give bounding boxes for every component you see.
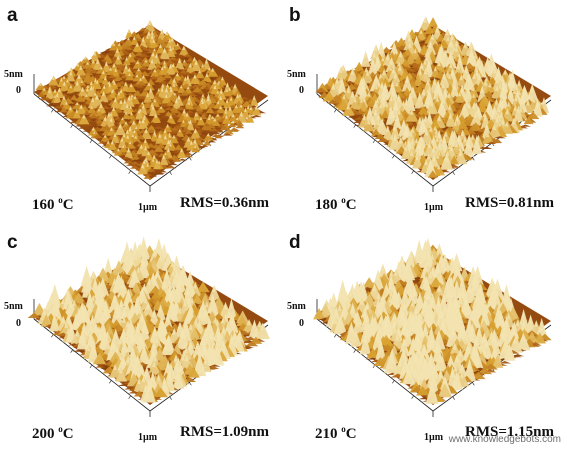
rms-label: RMS=0.81nm [465,195,554,211]
z-axis-zero-label: 0 [299,318,304,329]
temperature-label: 180 oC [315,195,357,213]
xy-axis-label: 1µm [424,432,444,443]
temperature-label: 210 oC [315,424,357,442]
afm-surface-b [315,16,552,192]
z-axis-zero-label: 0 [16,85,21,96]
panel-a: a 5nm 0 1µm 160 oC RMS=0.36nm [0,0,283,224]
panel-letter: d [289,232,301,253]
xy-axis-label: 1µm [424,202,444,213]
panel-letter: b [289,5,301,26]
temperature-label: 200 oC [32,424,74,442]
panel-d: d 5nm 0 1µm 210 oC RMS=1.15nm [283,225,566,449]
z-axis-top-label: 5nm [287,69,306,80]
z-axis-top-label: 5nm [4,301,23,312]
panel-letter: c [7,232,18,253]
z-axis-zero-label: 0 [299,85,304,96]
afm-surface-a [33,20,269,192]
rms-label: RMS=1.15nm [465,424,554,440]
z-axis-top-label: 5nm [287,301,306,312]
z-axis-top-label: 5nm [4,69,23,80]
rms-label: RMS=0.36nm [180,195,269,211]
panel-c: c 5nm 0 1µm 200 oC RMS=1.09nm [0,225,283,449]
watermark: www.knowledgebots.com [448,434,561,445]
xy-axis-label: 1µm [138,202,158,213]
afm-surface-d [313,237,552,417]
z-axis-zero-label: 0 [16,318,21,329]
afm-surface-c [27,236,270,417]
temperature-label: 160 oC [32,195,74,213]
xy-axis-label: 1µm [138,432,158,443]
panel-letter: a [7,5,18,26]
rms-label: RMS=1.09nm [180,424,269,440]
panel-b: b 5nm 0 1µm 180 oC RMS=0.81nm [283,0,566,224]
